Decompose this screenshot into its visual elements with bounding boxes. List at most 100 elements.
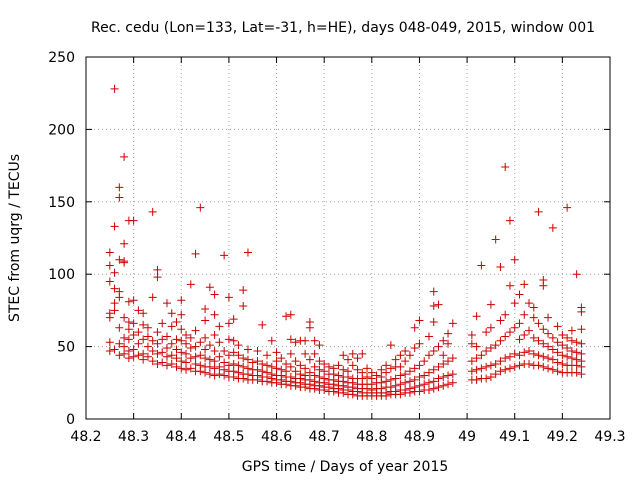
x-tick-label: 49.2	[547, 429, 578, 445]
x-axis-label: GPS time / Days of year 2015	[242, 459, 449, 475]
data-point	[320, 374, 329, 383]
data-point	[258, 359, 267, 368]
data-point	[229, 359, 238, 368]
data-point	[482, 328, 491, 337]
data-point	[215, 322, 224, 331]
data-point	[324, 362, 333, 371]
data-point	[129, 345, 138, 354]
data-point	[396, 371, 405, 380]
data-point	[510, 362, 519, 371]
data-point	[201, 345, 210, 354]
data-point	[253, 346, 262, 355]
data-point	[424, 368, 433, 377]
data-point	[505, 216, 514, 225]
data-point	[177, 364, 186, 373]
data-point	[182, 331, 191, 340]
data-point	[467, 331, 476, 340]
data-point	[529, 349, 538, 358]
data-point	[544, 342, 553, 351]
data-point	[401, 378, 410, 387]
data-point	[410, 375, 419, 384]
data-point	[548, 355, 557, 364]
data-point	[505, 364, 514, 373]
data-point	[205, 355, 214, 364]
data-point	[420, 357, 429, 366]
data-point	[424, 386, 433, 395]
data-point	[429, 287, 438, 296]
data-point	[286, 349, 295, 358]
data-point	[315, 341, 324, 350]
data-point	[191, 352, 200, 361]
data-point	[544, 329, 553, 338]
data-point	[182, 365, 191, 374]
data-point	[467, 357, 476, 366]
data-point	[444, 357, 453, 366]
data-point	[239, 362, 248, 371]
data-point	[348, 349, 357, 358]
data-point	[391, 355, 400, 364]
data-point	[520, 348, 529, 357]
data-point	[143, 342, 152, 351]
data-point	[201, 304, 210, 313]
data-point	[105, 346, 114, 355]
data-point	[305, 368, 314, 377]
data-point	[491, 359, 500, 368]
data-point	[529, 303, 538, 312]
data-point	[124, 335, 133, 344]
data-point	[363, 364, 372, 373]
data-point	[525, 326, 534, 335]
data-point	[115, 183, 124, 192]
data-point	[220, 365, 229, 374]
data-point	[186, 364, 195, 373]
data-point	[548, 365, 557, 374]
data-point	[210, 357, 219, 366]
data-point	[258, 367, 267, 376]
data-point	[472, 354, 481, 363]
data-point	[229, 367, 238, 376]
data-point	[544, 313, 553, 322]
data-point	[520, 280, 529, 289]
data-point	[558, 351, 567, 360]
data-point	[525, 359, 534, 368]
data-point	[472, 312, 481, 321]
data-point	[486, 344, 495, 353]
data-point	[477, 351, 486, 360]
data-point	[215, 370, 224, 379]
data-point	[477, 364, 486, 373]
data-point	[196, 351, 205, 360]
data-point	[434, 362, 443, 371]
data-point	[429, 384, 438, 393]
data-point	[210, 331, 219, 340]
data-point	[186, 344, 195, 353]
data-point	[415, 373, 424, 382]
data-point	[434, 374, 443, 383]
data-point	[229, 336, 238, 345]
data-point	[191, 359, 200, 368]
data-point	[358, 368, 367, 377]
data-point	[220, 346, 229, 355]
data-point	[153, 273, 162, 282]
data-point	[210, 290, 219, 299]
data-point	[301, 349, 310, 358]
data-point	[239, 354, 248, 363]
data-point	[234, 341, 243, 350]
data-point	[305, 355, 314, 364]
data-point	[396, 380, 405, 389]
data-point	[243, 345, 252, 354]
data-point	[501, 332, 510, 341]
data-point	[272, 357, 281, 366]
data-point	[439, 336, 448, 345]
data-point	[572, 348, 581, 357]
data-point	[496, 336, 505, 345]
data-point	[215, 338, 224, 347]
data-point	[386, 375, 395, 384]
data-point	[291, 367, 300, 376]
data-point	[124, 325, 133, 334]
data-point	[239, 286, 248, 295]
data-point	[486, 373, 495, 382]
data-point	[139, 349, 148, 358]
data-point	[577, 325, 586, 334]
data-point	[567, 354, 576, 363]
data-point	[243, 248, 252, 257]
